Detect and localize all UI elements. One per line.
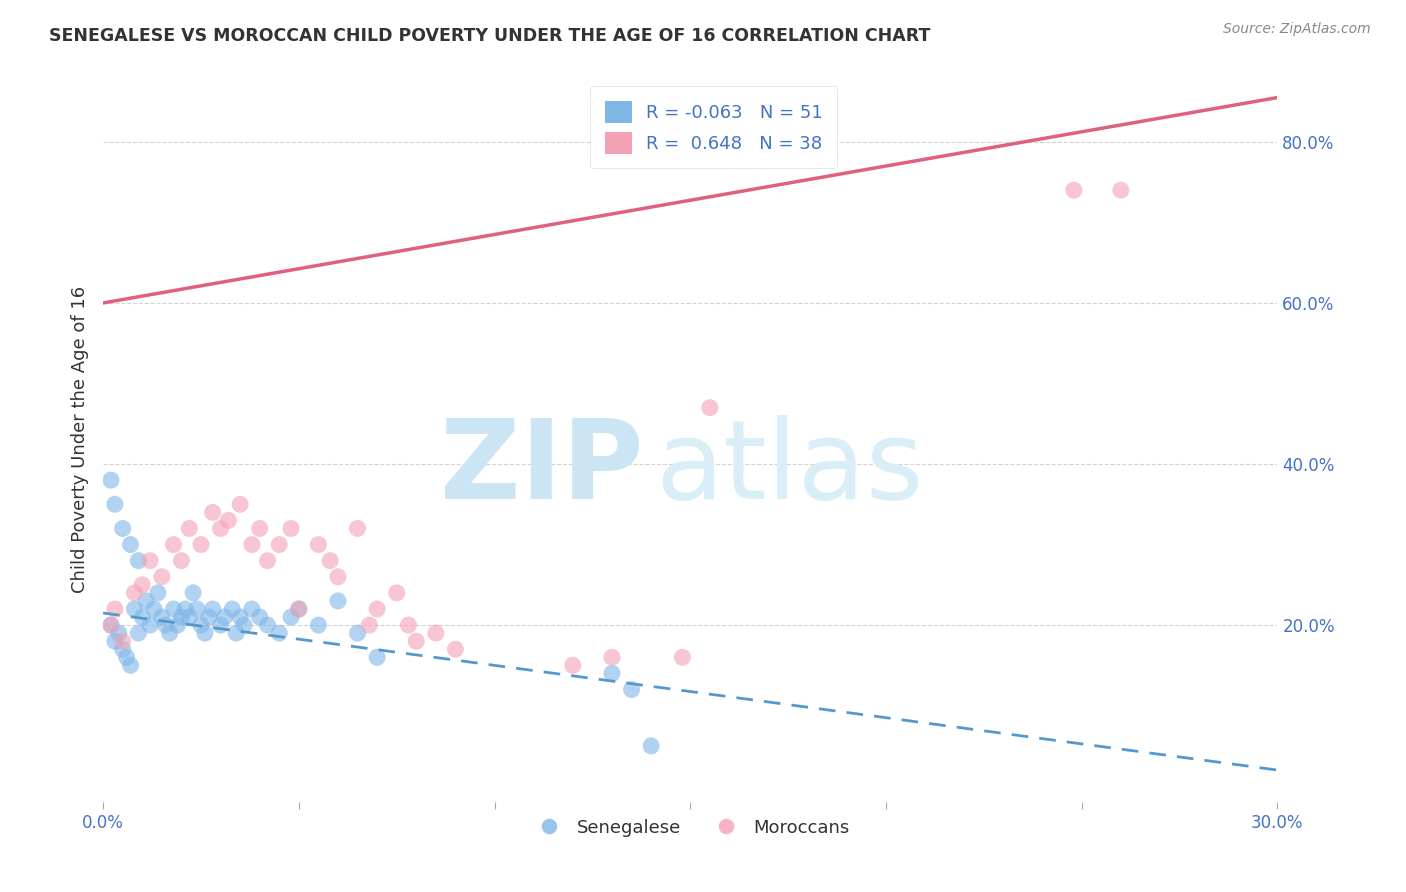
Point (100, 618, 122, 632)
Point (124, 586, 146, 600)
Point (159, 626, 181, 640)
Point (170, 610, 193, 624)
Point (326, 570, 349, 584)
Point (269, 626, 291, 640)
Point (201, 602, 224, 616)
Point (405, 634, 427, 648)
Point (600, 666, 623, 681)
Point (162, 537, 184, 551)
Point (162, 602, 184, 616)
Point (115, 650, 138, 665)
Point (190, 537, 212, 551)
Point (444, 642, 467, 657)
Point (124, 602, 146, 616)
Text: Source: ZipAtlas.com: Source: ZipAtlas.com (1223, 22, 1371, 37)
Point (396, 618, 419, 632)
Point (131, 578, 153, 592)
Point (111, 521, 134, 535)
Point (240, 602, 263, 616)
Point (346, 521, 368, 535)
Point (366, 602, 388, 616)
Point (170, 554, 193, 568)
Point (307, 618, 329, 632)
Point (425, 626, 447, 640)
Point (201, 505, 224, 519)
Point (319, 554, 342, 568)
Point (346, 626, 368, 640)
Point (127, 554, 149, 568)
Point (269, 537, 291, 551)
Point (155, 618, 177, 632)
Point (139, 618, 162, 632)
Point (217, 513, 239, 527)
Point (640, 739, 662, 753)
Legend: Senegalese, Moroccans: Senegalese, Moroccans (524, 812, 856, 844)
Point (1109, 183, 1132, 197)
Point (100, 618, 122, 632)
Point (166, 618, 188, 632)
Point (256, 554, 278, 568)
Point (174, 602, 197, 616)
Point (280, 610, 302, 624)
Point (214, 610, 236, 624)
Point (179, 610, 201, 624)
Point (240, 537, 263, 551)
Point (100, 473, 122, 487)
Point (127, 626, 149, 640)
Point (280, 521, 302, 535)
Text: atlas: atlas (655, 416, 924, 523)
Point (209, 521, 232, 535)
Point (288, 602, 311, 616)
Text: SENEGALESE VS MOROCCAN CHILD POVERTY UNDER THE AGE OF 16 CORRELATION CHART: SENEGALESE VS MOROCCAN CHILD POVERTY UND… (49, 27, 931, 45)
Point (111, 642, 134, 657)
Point (111, 634, 134, 648)
Point (120, 537, 142, 551)
Point (131, 610, 153, 624)
Point (366, 650, 388, 665)
Point (256, 618, 278, 632)
Text: ZIP: ZIP (440, 416, 644, 523)
Point (249, 521, 271, 535)
Point (146, 586, 169, 600)
Point (221, 602, 243, 616)
Y-axis label: Child Poverty Under the Age of 16: Child Poverty Under the Age of 16 (72, 286, 89, 593)
Point (561, 658, 583, 673)
Point (139, 554, 162, 568)
Point (249, 610, 271, 624)
Point (225, 626, 247, 640)
Point (120, 658, 142, 673)
Point (209, 618, 232, 632)
Point (699, 401, 721, 415)
Point (198, 610, 221, 624)
Point (233, 618, 256, 632)
Point (288, 602, 311, 616)
Point (229, 610, 252, 624)
Point (135, 594, 157, 608)
Point (143, 602, 166, 616)
Point (326, 594, 349, 608)
Point (385, 586, 408, 600)
Point (194, 626, 217, 640)
Point (186, 602, 208, 616)
Point (104, 602, 127, 616)
Point (181, 586, 204, 600)
Point (1063, 183, 1085, 197)
Point (107, 626, 129, 640)
Point (190, 618, 212, 632)
Point (600, 650, 623, 665)
Point (620, 682, 643, 697)
Point (150, 610, 173, 624)
Point (104, 634, 127, 648)
Point (150, 570, 173, 584)
Point (229, 497, 252, 511)
Point (307, 537, 329, 551)
Point (671, 650, 693, 665)
Point (104, 497, 127, 511)
Point (179, 521, 201, 535)
Point (359, 618, 381, 632)
